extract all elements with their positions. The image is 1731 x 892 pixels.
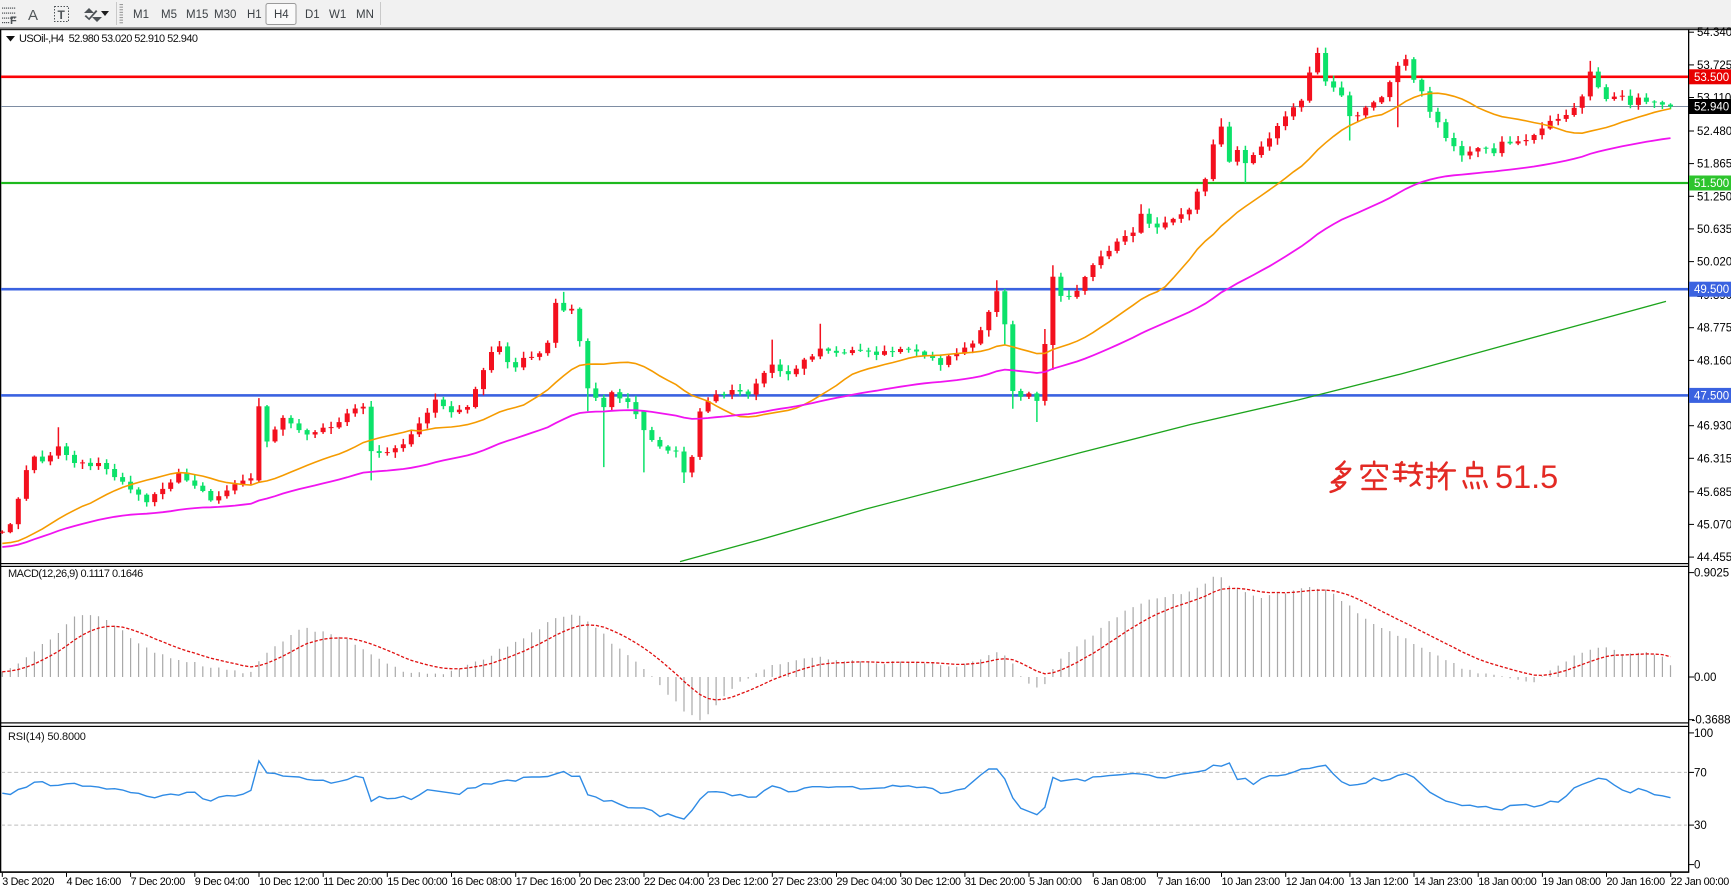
svg-text:45.685: 45.685 [1697, 487, 1731, 499]
svg-text:51.5: 51.5 [1495, 459, 1558, 495]
svg-text:6 Jan 08:00: 6 Jan 08:00 [1093, 876, 1146, 888]
svg-text:USOil-,H4 52.980 53.020 52.91: USOil-,H4 52.980 53.020 52.910 52.940 [19, 33, 198, 45]
svg-text:27 Dec 23:00: 27 Dec 23:00 [772, 876, 832, 888]
svg-text:5 Jan 00:00: 5 Jan 00:00 [1029, 876, 1082, 888]
svg-text:RSI(14) 50.8000: RSI(14) 50.8000 [8, 731, 86, 743]
svg-text:-0.3688: -0.3688 [1692, 715, 1731, 727]
svg-text:48.775: 48.775 [1697, 323, 1731, 335]
svg-text:44.455: 44.455 [1697, 552, 1731, 564]
svg-text:30: 30 [1694, 820, 1707, 832]
svg-text:M1: M1 [133, 9, 149, 21]
svg-text:MN: MN [356, 9, 374, 21]
svg-text:10 Jan 23:00: 10 Jan 23:00 [1222, 876, 1281, 888]
svg-text:M30: M30 [214, 9, 236, 21]
svg-text:T: T [58, 8, 66, 22]
svg-text:52.480: 52.480 [1697, 126, 1731, 138]
svg-text:23 Dec 12:00: 23 Dec 12:00 [708, 876, 768, 888]
svg-text:47.500: 47.500 [1694, 390, 1729, 402]
svg-text:MACD(12,26,9) 0.1117 0.1646: MACD(12,26,9) 0.1117 0.1646 [8, 568, 143, 580]
svg-text:9 Dec 04:00: 9 Dec 04:00 [195, 876, 250, 888]
svg-text:46.930: 46.930 [1697, 421, 1731, 433]
svg-text:100: 100 [1694, 728, 1713, 740]
svg-text:10 Dec 12:00: 10 Dec 12:00 [259, 876, 319, 888]
svg-text:M5: M5 [161, 9, 177, 21]
svg-text:20 Dec 23:00: 20 Dec 23:00 [580, 876, 640, 888]
svg-text:A: A [28, 7, 38, 24]
svg-text:48.160: 48.160 [1697, 355, 1731, 367]
svg-text:15 Dec 00:00: 15 Dec 00:00 [387, 876, 447, 888]
svg-text:50.020: 50.020 [1697, 257, 1731, 269]
svg-text:20 Jan 16:00: 20 Jan 16:00 [1607, 876, 1666, 888]
svg-text:0.00: 0.00 [1694, 672, 1716, 684]
svg-text:22 Jan 00:00: 22 Jan 00:00 [1671, 876, 1730, 888]
svg-text:54.340: 54.340 [1697, 27, 1731, 39]
svg-text:W1: W1 [329, 9, 346, 21]
svg-text:18 Jan 00:00: 18 Jan 00:00 [1478, 876, 1537, 888]
svg-text:17 Dec 16:00: 17 Dec 16:00 [516, 876, 576, 888]
svg-text:70: 70 [1694, 767, 1707, 779]
svg-text:D1: D1 [305, 9, 320, 21]
svg-text:29 Dec 04:00: 29 Dec 04:00 [837, 876, 897, 888]
svg-text:0: 0 [1694, 860, 1700, 872]
svg-text:M15: M15 [186, 9, 208, 21]
svg-text:16 Dec 08:00: 16 Dec 08:00 [452, 876, 512, 888]
svg-text:49.500: 49.500 [1694, 284, 1729, 296]
svg-text:H1: H1 [247, 9, 262, 21]
svg-text:52.940: 52.940 [1694, 102, 1729, 114]
svg-text:53.500: 53.500 [1694, 72, 1729, 84]
svg-text:53.725: 53.725 [1697, 60, 1731, 72]
svg-text:51.250: 51.250 [1697, 191, 1731, 203]
svg-text:45.070: 45.070 [1697, 519, 1731, 531]
svg-text:11 Dec 20:00: 11 Dec 20:00 [323, 876, 383, 888]
svg-text:46.315: 46.315 [1697, 453, 1731, 465]
svg-text:30 Dec 12:00: 30 Dec 12:00 [901, 876, 961, 888]
svg-text:7 Dec 20:00: 7 Dec 20:00 [131, 876, 186, 888]
svg-text:0.9025: 0.9025 [1694, 568, 1729, 580]
svg-text:F: F [10, 15, 17, 27]
svg-text:22 Dec 04:00: 22 Dec 04:00 [644, 876, 704, 888]
svg-text:H4: H4 [274, 9, 289, 21]
svg-text:19 Jan 08:00: 19 Jan 08:00 [1542, 876, 1601, 888]
svg-text:7 Jan 16:00: 7 Jan 16:00 [1157, 876, 1210, 888]
svg-text:3 Dec 2020: 3 Dec 2020 [2, 876, 54, 888]
svg-text:51.865: 51.865 [1697, 159, 1731, 171]
svg-text:13 Jan 12:00: 13 Jan 12:00 [1350, 876, 1409, 888]
svg-text:12 Jan 04:00: 12 Jan 04:00 [1286, 876, 1345, 888]
svg-text:4 Dec 16:00: 4 Dec 16:00 [67, 876, 122, 888]
svg-text:14 Jan 23:00: 14 Jan 23:00 [1414, 876, 1473, 888]
svg-text:50.635: 50.635 [1697, 224, 1731, 236]
svg-text:51.500: 51.500 [1694, 178, 1729, 190]
svg-text:31 Dec 20:00: 31 Dec 20:00 [965, 876, 1025, 888]
